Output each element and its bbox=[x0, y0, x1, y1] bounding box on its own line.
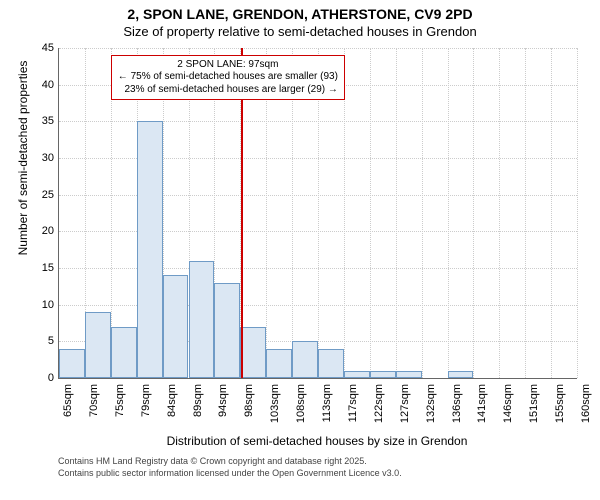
annotation-line-3: 23% of semi-detached houses are larger (… bbox=[118, 84, 338, 97]
gridline-vertical bbox=[473, 48, 474, 378]
x-tick-label: 84sqm bbox=[166, 384, 178, 434]
histogram-bar bbox=[370, 371, 396, 378]
x-tick-label: 141sqm bbox=[476, 384, 488, 434]
x-tick-label: 89sqm bbox=[192, 384, 204, 434]
histogram-bar bbox=[111, 327, 137, 378]
histogram-bar bbox=[292, 341, 318, 378]
histogram-bar bbox=[85, 312, 111, 378]
histogram-bar bbox=[59, 349, 85, 378]
annotation-box: 2 SPON LANE: 97sqm← 75% of semi-detached… bbox=[111, 55, 345, 101]
x-tick-label: 113sqm bbox=[321, 384, 333, 434]
histogram-bar bbox=[344, 371, 370, 378]
x-tick-label: 117sqm bbox=[347, 384, 359, 434]
y-tick-label: 30 bbox=[28, 152, 54, 164]
histogram-bar bbox=[189, 261, 215, 378]
attribution-line-2: Contains public sector information licen… bbox=[58, 468, 402, 480]
gridline-vertical bbox=[551, 48, 552, 378]
histogram-bar bbox=[163, 275, 189, 378]
gridline-vertical bbox=[499, 48, 500, 378]
histogram-bar bbox=[318, 349, 344, 378]
x-tick-label: 146sqm bbox=[502, 384, 514, 434]
y-tick-label: 25 bbox=[28, 189, 54, 201]
x-tick-label: 160sqm bbox=[580, 384, 592, 434]
attribution-line-1: Contains HM Land Registry data © Crown c… bbox=[58, 456, 402, 468]
histogram-bar bbox=[266, 349, 292, 378]
y-tick-label: 0 bbox=[28, 372, 54, 384]
gridline-vertical bbox=[525, 48, 526, 378]
x-tick-label: 108sqm bbox=[295, 384, 307, 434]
y-tick-label: 20 bbox=[28, 225, 54, 237]
histogram-bar bbox=[240, 327, 266, 378]
gridline-vertical bbox=[577, 48, 578, 378]
histogram-bar bbox=[214, 283, 240, 378]
histogram-bar bbox=[448, 371, 474, 378]
chart-subtitle: Size of property relative to semi-detach… bbox=[0, 24, 600, 40]
gridline-vertical bbox=[448, 48, 449, 378]
gridline-vertical bbox=[396, 48, 397, 378]
property-size-chart: 2, SPON LANE, GRENDON, ATHERSTONE, CV9 2… bbox=[0, 0, 600, 500]
x-axis-label: Distribution of semi-detached houses by … bbox=[58, 434, 576, 448]
x-tick-label: 136sqm bbox=[451, 384, 463, 434]
x-tick-label: 122sqm bbox=[373, 384, 385, 434]
x-tick-label: 132sqm bbox=[425, 384, 437, 434]
annotation-line-2: ← 75% of semi-detached houses are smalle… bbox=[118, 71, 338, 84]
x-tick-label: 103sqm bbox=[269, 384, 281, 434]
chart-title: 2, SPON LANE, GRENDON, ATHERSTONE, CV9 2… bbox=[0, 6, 600, 24]
x-tick-label: 79sqm bbox=[140, 384, 152, 434]
y-tick-label: 40 bbox=[28, 79, 54, 91]
y-tick-label: 10 bbox=[28, 299, 54, 311]
x-tick-label: 94sqm bbox=[217, 384, 229, 434]
y-tick-label: 5 bbox=[28, 335, 54, 347]
x-tick-label: 151sqm bbox=[528, 384, 540, 434]
gridline-vertical bbox=[370, 48, 371, 378]
x-tick-label: 65sqm bbox=[62, 384, 74, 434]
x-tick-label: 127sqm bbox=[399, 384, 411, 434]
histogram-bar bbox=[137, 121, 163, 378]
y-tick-label: 35 bbox=[28, 115, 54, 127]
gridline-vertical bbox=[422, 48, 423, 378]
x-tick-label: 70sqm bbox=[88, 384, 100, 434]
x-tick-label: 75sqm bbox=[114, 384, 126, 434]
y-tick-label: 45 bbox=[28, 42, 54, 54]
annotation-line-1: 2 SPON LANE: 97sqm bbox=[118, 59, 338, 72]
attribution-text: Contains HM Land Registry data © Crown c… bbox=[58, 456, 402, 479]
x-tick-label: 98sqm bbox=[243, 384, 255, 434]
histogram-bar bbox=[396, 371, 422, 378]
plot-area: 2 SPON LANE: 97sqm← 75% of semi-detached… bbox=[58, 48, 577, 379]
y-tick-label: 15 bbox=[28, 262, 54, 274]
x-tick-label: 155sqm bbox=[554, 384, 566, 434]
